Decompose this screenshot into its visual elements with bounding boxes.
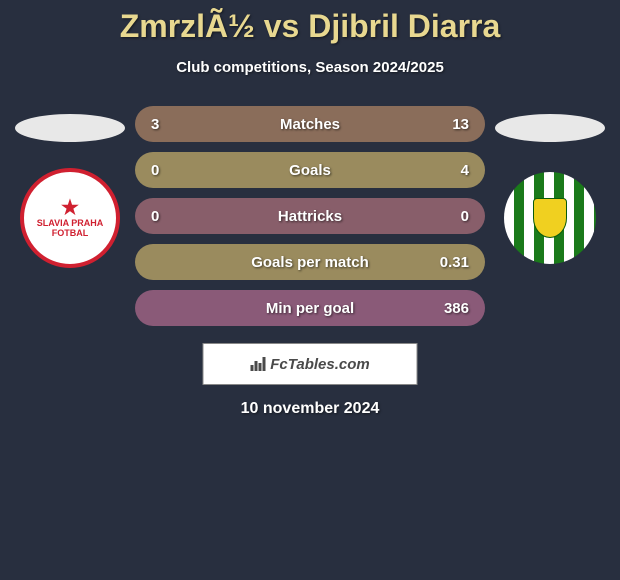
- team-left-name: SLAVIA PRAHA: [37, 218, 104, 228]
- stat-row-hattricks: 0 Hattricks 0: [135, 198, 485, 234]
- stat-row-matches: 3 Matches 13: [135, 106, 485, 142]
- stat-left-value: 3: [151, 116, 159, 133]
- karvina-stripes: [504, 172, 596, 264]
- stat-label: Min per goal: [266, 300, 354, 317]
- shield-icon: [533, 198, 567, 238]
- team-right-container: [490, 154, 610, 268]
- fctables-label: FcTables.com: [270, 356, 369, 373]
- fctables-attribution[interactable]: FcTables.com: [203, 343, 418, 385]
- stat-right-value: 386: [444, 300, 469, 317]
- stat-label: Matches: [280, 116, 340, 133]
- stat-right-value: 13: [452, 116, 469, 133]
- oval-shadow-right: [495, 114, 605, 142]
- stat-row-goals: 0 Goals 4: [135, 152, 485, 188]
- comparison-title: ZmrzlÃ½ vs Djibril Diarra: [0, 0, 620, 45]
- date-text: 10 november 2024: [241, 400, 380, 418]
- stat-right-value: 0: [461, 208, 469, 225]
- stat-label: Goals per match: [251, 254, 369, 271]
- stat-row-mpg: Min per goal 386: [135, 290, 485, 326]
- stat-label: Goals: [289, 162, 331, 179]
- team-left-name2: FOTBAL: [52, 228, 89, 238]
- stat-right-value: 0.31: [440, 254, 469, 271]
- slavia-badge-inner: ★ SLAVIA PRAHA FOTBAL: [37, 197, 104, 239]
- star-icon: ★: [61, 197, 79, 219]
- stat-left-value: 0: [151, 208, 159, 225]
- stat-right-value: 4: [461, 162, 469, 179]
- team-left-container: ★ SLAVIA PRAHA FOTBAL: [10, 154, 130, 268]
- stat-row-gpm: Goals per match 0.31: [135, 244, 485, 280]
- oval-shadow-left: [15, 114, 125, 142]
- stats-table: 3 Matches 13 0 Goals 4 0 Hattricks 0 Goa…: [135, 106, 485, 336]
- stat-left-value: 0: [151, 162, 159, 179]
- team-right-badge: [500, 168, 600, 268]
- bar-chart-icon: [250, 357, 265, 371]
- stat-label: Hattricks: [278, 208, 342, 225]
- comparison-subtitle: Club competitions, Season 2024/2025: [0, 59, 620, 76]
- team-left-badge: ★ SLAVIA PRAHA FOTBAL: [20, 168, 120, 268]
